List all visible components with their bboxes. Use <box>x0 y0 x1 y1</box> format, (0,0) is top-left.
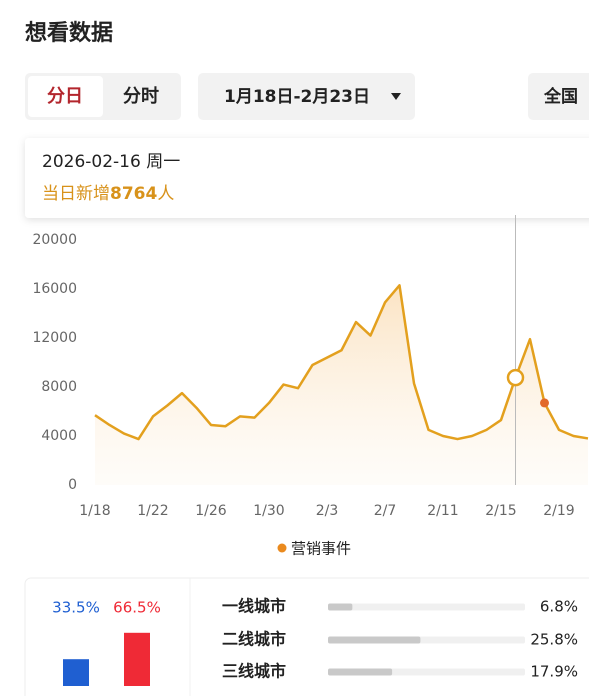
track <box>328 603 525 611</box>
region-button[interactable] <box>528 73 589 120</box>
event-marker <box>540 398 549 408</box>
value-label: 33.5% <box>52 599 100 617</box>
y-tick-label: 20000 <box>32 232 77 248</box>
bar <box>328 636 421 644</box>
date-range[interactable]: 1月18日-2月23日 <box>224 87 370 107</box>
x-tick-label: 1/26 <box>195 503 227 519</box>
y-tick-label: 4000 <box>41 428 77 444</box>
bar <box>328 603 353 611</box>
tooltip-date: 2026-02-16 周一 <box>42 152 180 172</box>
x-tick-label: 2/11 <box>427 503 458 519</box>
value-label: 25.8% <box>530 631 578 649</box>
y-tick-label: 16000 <box>32 281 77 297</box>
category-label: 一线城市 <box>222 597 286 616</box>
value-label: 66.5% <box>113 599 161 617</box>
line-chart: 0 4000 8000 12000 16000 20000 1/18 1/22 1/26 1/30… <box>32 215 589 558</box>
tooltip-card <box>25 138 589 218</box>
tab[interactable]: 分时 <box>123 86 159 107</box>
y-tick-label: 8000 <box>41 379 77 395</box>
x-tick-label: 1/30 <box>253 503 284 519</box>
tooltip-number: 8764 <box>110 184 157 204</box>
value-label: 17.9% <box>530 663 578 681</box>
tooltip-prefix: 当日新增 <box>42 184 110 204</box>
region[interactable]: 全国 <box>543 86 578 107</box>
category-label: 二线城市 <box>222 630 286 649</box>
x-tick-label: 2/7 <box>374 503 397 519</box>
x-tick-label: 2/19 <box>543 503 574 519</box>
y-tick-label: 12000 <box>32 330 77 346</box>
page-title: 想看数据 <box>25 20 113 46</box>
legend-label: 营销事件 <box>291 540 351 558</box>
bar <box>328 668 393 676</box>
selected-point <box>506 368 525 387</box>
dropdown-arrow <box>391 93 401 100</box>
bar <box>63 659 89 686</box>
distribution: 33.5% 66.5% 一线城市 6.8% 二线城市 25.8% 三线城市 17.9% <box>52 597 578 686</box>
area <box>95 285 588 485</box>
value-label: 6.8% <box>540 598 578 616</box>
tooltip-value: 当日新增8764人 <box>42 184 174 204</box>
tab-active-bg[interactable] <box>28 76 103 117</box>
legend-dot <box>277 543 287 553</box>
y-tick-label: 0 <box>68 477 77 493</box>
series-line <box>94 284 589 441</box>
date-dropdown[interactable] <box>198 73 415 120</box>
x-tick-label: 2/15 <box>485 503 516 519</box>
category-label: 三线城市 <box>222 662 286 681</box>
x-tick-label: 2/3 <box>316 503 339 519</box>
x-tick-label: 1/22 <box>137 503 168 519</box>
bar <box>124 632 150 686</box>
tab[interactable]: 分日 <box>47 86 83 107</box>
tooltip-suffix: 人 <box>157 184 174 204</box>
x-tick-label: 1/18 <box>79 503 110 519</box>
